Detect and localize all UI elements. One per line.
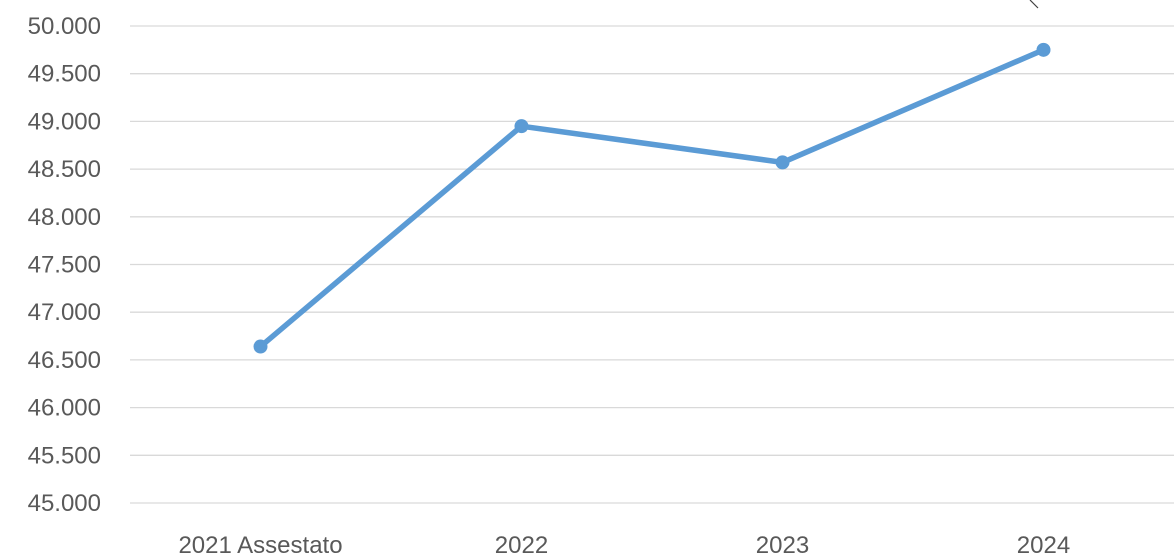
data-point [775,155,790,170]
y-tick-label: 45.000 [28,490,101,517]
y-tick-label: 46.500 [28,347,101,374]
y-tick-label: 47.000 [28,299,101,326]
decorative-arc [1029,0,1039,9]
y-axis-tick-labels: 45.000 45.500 46.000 46.500 47.000 47.500 48.0… [28,13,101,517]
x-tick-label: 2024 [1017,532,1070,559]
x-tick-label: 2023 [756,532,809,559]
data-point [253,339,268,354]
x-axis-tick-labels: 2021 Assestato 2022 2023 2024 [178,532,1070,559]
y-tick-label: 48.000 [28,204,101,231]
gridlines [130,25,1174,504]
y-tick-label: 49.000 [28,108,101,135]
y-tick-label: 50.000 [28,13,101,40]
y-tick-label: 49.500 [28,61,101,88]
series-line [257,47,1047,350]
y-tick-label: 45.500 [28,442,101,469]
data-point [1036,42,1051,57]
x-tick-label: 2021 Assestato [178,532,342,559]
y-tick-label: 48.500 [28,156,101,183]
x-tick-label: 2022 [495,532,548,559]
y-tick-label: 47.500 [28,252,101,279]
data-point [514,119,529,134]
series-layer [253,42,1051,354]
y-tick-label: 46.000 [28,395,101,422]
